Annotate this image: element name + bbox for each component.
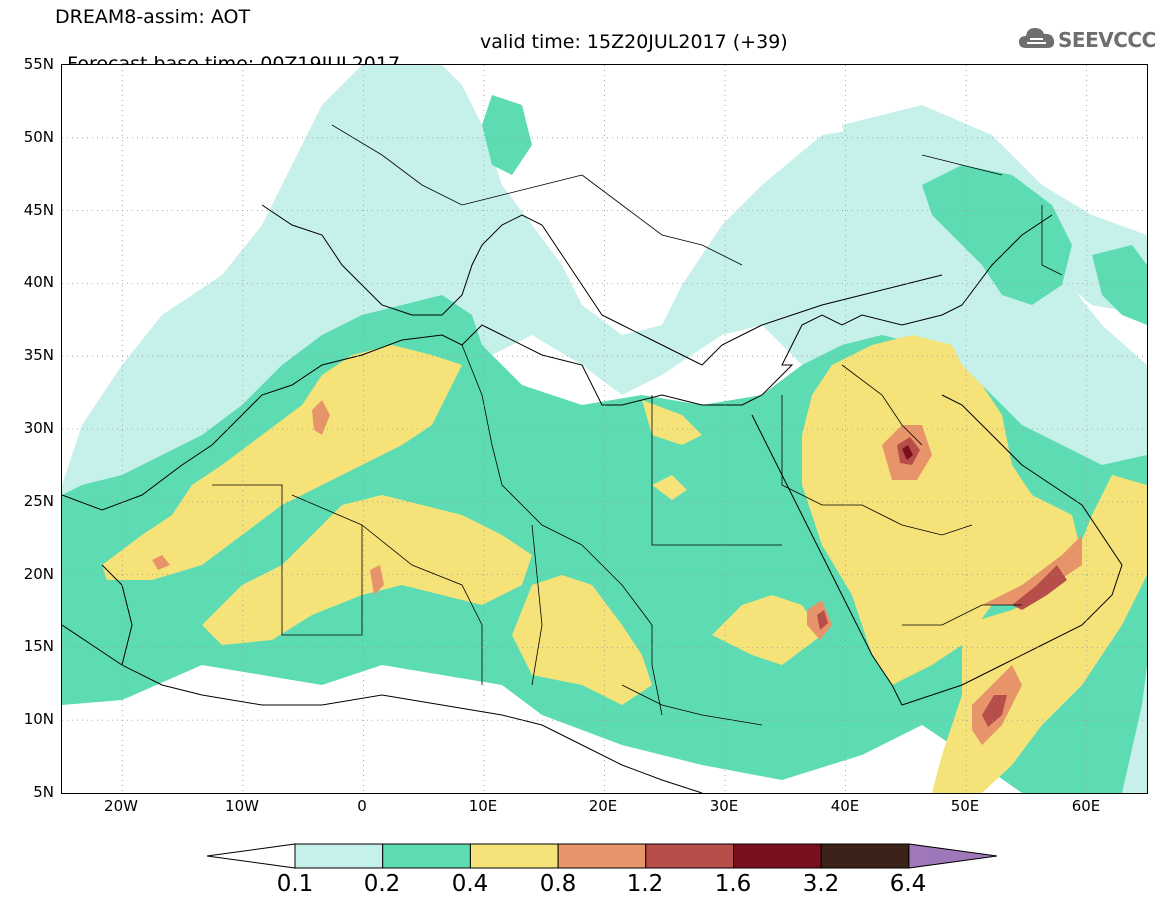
- lat-label: 55N: [23, 55, 54, 73]
- colorbar-tick: 1.6: [714, 871, 752, 897]
- seevccc-logo: SEEVCCC: [1018, 22, 1156, 56]
- lat-label: 45N: [23, 201, 54, 219]
- colorbar-cell: [382, 843, 471, 869]
- colorbar-tick: 3.2: [802, 871, 840, 897]
- lat-label: 10N: [23, 710, 54, 728]
- aot-field: [62, 65, 1147, 793]
- aot-layer-1.6: [902, 445, 913, 460]
- lon-label: 20E: [588, 797, 618, 815]
- lat-label: 25N: [23, 492, 54, 510]
- lon-label: 10E: [468, 797, 498, 815]
- lon-label: 50E: [950, 797, 980, 815]
- lat-label: 50N: [23, 128, 54, 146]
- colorbar: [206, 843, 997, 869]
- colorbar-arrow-low: [206, 843, 296, 869]
- cloud-icon: [1019, 28, 1055, 48]
- colorbar-cell: [820, 843, 910, 869]
- lat-label: 35N: [23, 346, 54, 364]
- colorbar-cell: [294, 843, 384, 869]
- valid-time: valid time: 15Z20JUL2017 (+39): [480, 31, 788, 53]
- graticule: [62, 65, 1147, 793]
- map-title: DREAM8-assim: AOT: [55, 6, 251, 28]
- lon-label: 30E: [709, 797, 739, 815]
- lon-label: 20W: [104, 797, 138, 815]
- colorbar-tick: 1.2: [626, 871, 664, 897]
- aot-layer-0.4: [102, 335, 1147, 793]
- colorbar-cell: [469, 843, 559, 869]
- aot-map: [61, 64, 1148, 794]
- colorbar-tick: 0.8: [539, 871, 577, 897]
- lon-label: 40E: [830, 797, 860, 815]
- lat-label: 20N: [23, 565, 54, 583]
- colorbar-tick: 0.1: [276, 871, 314, 897]
- lat-label: 15N: [23, 637, 54, 655]
- colorbar-arrow-high: [908, 843, 997, 869]
- country-borders: [212, 124, 1063, 726]
- lat-label: 30N: [23, 419, 54, 437]
- lat-label: 5N: [33, 783, 54, 801]
- colorbar-tick: 0.2: [363, 871, 401, 897]
- lon-label: 60E: [1071, 797, 1101, 815]
- colorbar-cell: [645, 843, 734, 869]
- lon-label: 10W: [225, 797, 259, 815]
- colorbar-tick: 6.4: [889, 871, 927, 897]
- lon-label: 0: [357, 797, 367, 815]
- colorbar-cell: [557, 843, 647, 869]
- logo-text: SEEVCCC: [1058, 28, 1156, 52]
- colorbar-cell: [733, 843, 822, 869]
- colorbar-tick: 0.4: [451, 871, 489, 897]
- aot-layer-1.2: [817, 437, 1067, 727]
- lat-label: 40N: [23, 273, 54, 291]
